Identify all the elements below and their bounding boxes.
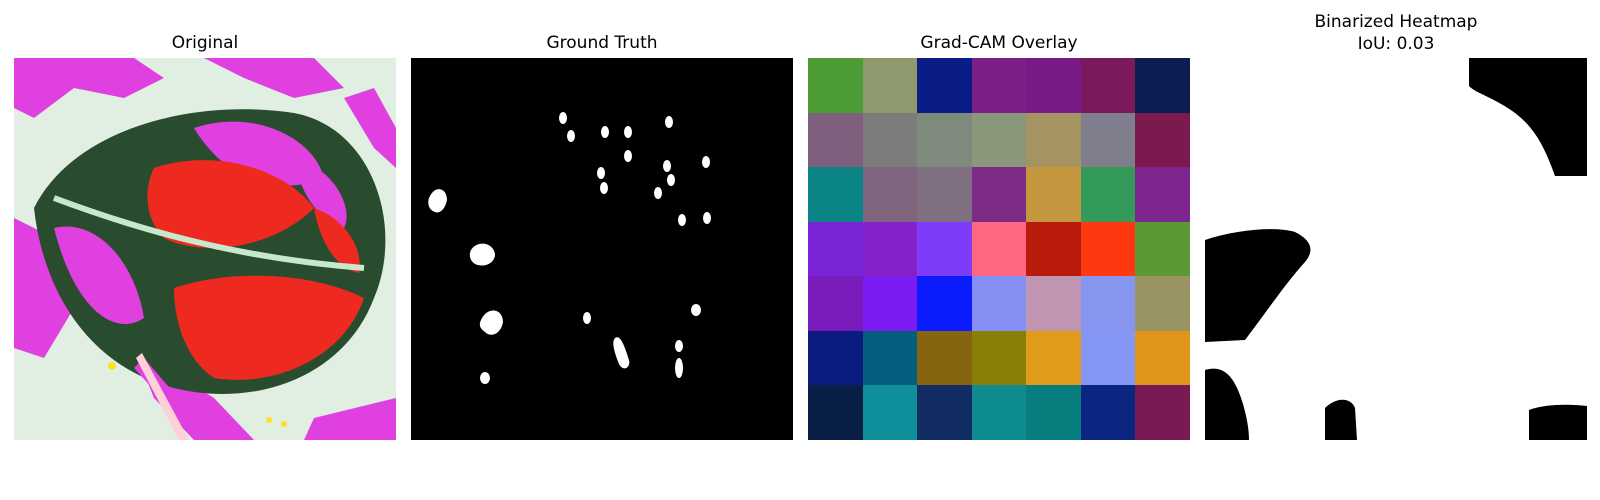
gradcam-cell [808,221,863,277]
gradcam-cell [971,330,1027,386]
gradcam-cell [917,58,972,113]
gradcam-cell [1135,276,1190,331]
gradcam-cell [1080,385,1136,440]
gradcam-cell [971,112,1027,168]
gradcam-cell [971,167,1027,222]
binarized-title: Binarized Heatmap [1314,12,1478,32]
gradcam-cell [808,385,863,440]
gradcam-cell [808,167,863,222]
gradcam-cell [808,58,863,113]
gradcam-cell [917,276,972,331]
gradcam-cell [1026,167,1081,222]
gradcam-cell [862,276,918,331]
gradcam-cell [917,221,972,277]
gradcam-cell [971,58,1027,113]
gradcam-title: Grad-CAM Overlay [920,33,1078,53]
gradcam-cell [1135,58,1190,113]
gradcam-cell [1080,58,1136,113]
gradcam-cell [862,221,918,277]
gradcam-cell [1026,330,1081,386]
gradcam-cell [1135,112,1190,168]
gradcam-cell [862,330,918,386]
gradcam-cell [1135,330,1190,386]
ground-truth-title: Ground Truth [546,33,658,53]
gradcam-cell [917,112,972,168]
original-image [14,58,396,440]
gradcam-cell [1135,167,1190,222]
gradcam-cell [808,276,863,331]
iou-label: IoU: 0.03 [1357,34,1435,54]
gradcam-cell [1080,330,1136,386]
gradcam-cell [862,167,918,222]
gradcam-cell [1080,112,1136,168]
gradcam-cell [1080,167,1136,222]
gradcam-cell [971,385,1027,440]
gradcam-cell [1026,58,1081,113]
original-title: Original [171,33,239,53]
gradcam-cell [808,330,863,386]
gradcam-cell [917,167,972,222]
gradcam-cell [1135,221,1190,277]
gradcam-cell [862,112,918,168]
gradcam-overlay [808,58,1190,440]
binarized-heatmap [1205,58,1587,440]
gradcam-cell [917,385,972,440]
gradcam-grid [808,58,1190,440]
gradcam-cell [1026,276,1081,331]
gradcam-cell [971,276,1027,331]
gradcam-cell [1026,385,1081,440]
gradcam-cell [808,112,863,168]
gradcam-cell [1080,276,1136,331]
gradcam-cell [1080,221,1136,277]
gradcam-cell [917,330,972,386]
ground-truth-mask [411,58,793,440]
gradcam-cell [971,221,1027,277]
gradcam-cell [1135,385,1190,440]
gradcam-cell [1026,112,1081,168]
gradcam-cell [1026,221,1081,277]
gradcam-cell [862,58,918,113]
gradcam-cell [862,385,918,440]
